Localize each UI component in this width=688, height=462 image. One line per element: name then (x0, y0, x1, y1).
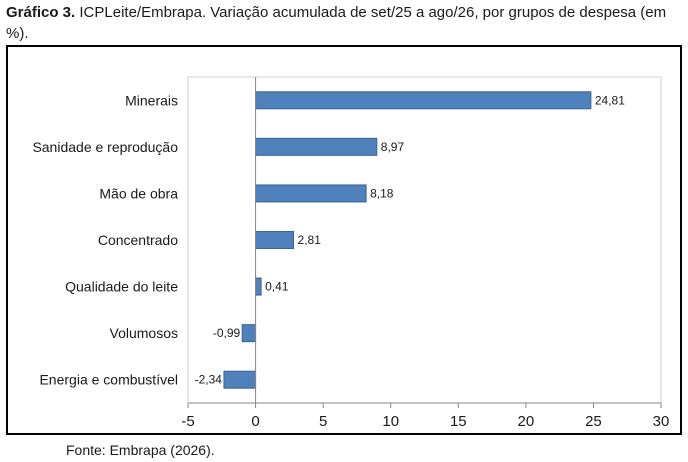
category-label: Volumosos (110, 325, 178, 341)
x-tick-label: 5 (319, 413, 327, 430)
x-axis: -5 0 5 10 15 20 25 30 (181, 77, 669, 430)
bars (223, 91, 592, 389)
x-tick-label: 20 (518, 413, 535, 430)
figure-caption: Gráfico 3. ICPLeite/Embrapa. Variação ac… (6, 2, 686, 44)
x-tick-label: 30 (653, 413, 670, 430)
bar (255, 137, 378, 156)
data-label: 2,81 (298, 233, 322, 247)
bar (223, 370, 257, 389)
bar-chart: 24,81 8,97 8,18 2,81 0,41 -0,99 -2,34 Minerais… (32, 76, 669, 430)
category-label: Minerais (125, 92, 178, 108)
x-tick-label: 25 (585, 413, 602, 430)
x-tick-label: 10 (382, 413, 399, 430)
bar (255, 231, 295, 249)
category-label: Energia e combustível (39, 372, 178, 388)
x-tick-label: 0 (251, 413, 259, 430)
caption-text: ICPLeite/Embrapa. Variação acumulada de … (6, 4, 667, 42)
category-label: Mão de obra (99, 185, 178, 201)
data-label: 0,41 (265, 280, 289, 294)
data-label: 8,18 (370, 186, 394, 200)
data-label: -2,34 (195, 373, 223, 387)
category-labels: Minerais Sanidade e reprodução Mão de obra… (32, 92, 178, 387)
data-label: 8,97 (381, 140, 405, 154)
category-label: Concentrado (98, 232, 178, 248)
bar (255, 184, 367, 203)
bar (255, 91, 592, 110)
source-note: Fonte: Embrapa (2026). (66, 442, 215, 458)
chart-frame: 24,81 8,97 8,18 2,81 0,41 -0,99 -2,34 Minerais… (6, 45, 682, 435)
category-label: Qualidade do leite (65, 279, 178, 295)
x-tick-label: 15 (450, 413, 467, 430)
data-labels: 24,81 8,97 8,18 2,81 0,41 -0,99 -2,34 (195, 93, 626, 386)
category-label: Sanidade e reprodução (32, 139, 178, 155)
caption-label: Gráfico 3. (6, 4, 76, 21)
x-tick-label: -5 (181, 413, 194, 430)
data-label: 24,81 (595, 93, 625, 107)
data-label: -0,99 (213, 326, 241, 340)
bar (241, 324, 257, 343)
bar (255, 277, 262, 296)
